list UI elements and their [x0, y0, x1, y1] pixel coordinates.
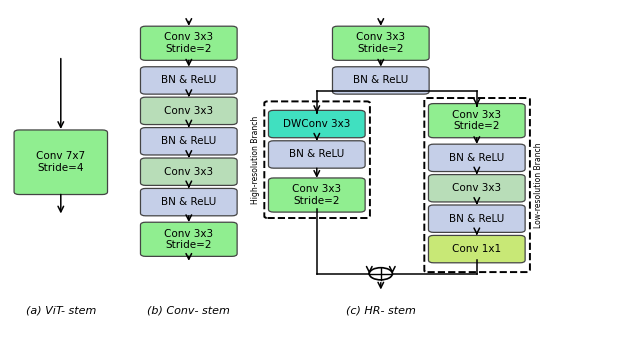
FancyBboxPatch shape: [269, 141, 365, 168]
FancyBboxPatch shape: [429, 205, 525, 233]
FancyBboxPatch shape: [333, 67, 429, 94]
Text: BN & ReLU: BN & ReLU: [161, 197, 216, 207]
FancyBboxPatch shape: [141, 188, 237, 216]
FancyBboxPatch shape: [429, 103, 525, 138]
FancyBboxPatch shape: [141, 97, 237, 124]
Text: Conv 3x3: Conv 3x3: [164, 167, 213, 177]
Text: BN & ReLU: BN & ReLU: [161, 75, 216, 86]
FancyBboxPatch shape: [141, 222, 237, 257]
Text: Conv 3x3
Stride=2: Conv 3x3 Stride=2: [452, 110, 501, 131]
FancyBboxPatch shape: [141, 158, 237, 185]
FancyBboxPatch shape: [141, 128, 237, 155]
Text: BN & ReLU: BN & ReLU: [449, 214, 504, 224]
Text: DWConv 3x3: DWConv 3x3: [283, 119, 351, 129]
FancyBboxPatch shape: [269, 110, 365, 138]
FancyBboxPatch shape: [269, 178, 365, 212]
Text: (b) Conv- stem: (b) Conv- stem: [147, 306, 230, 316]
Text: High-resolution Branch: High-resolution Branch: [252, 116, 260, 204]
Text: Low-resolution Branch: Low-resolution Branch: [534, 142, 543, 228]
Text: BN & ReLU: BN & ReLU: [449, 153, 504, 163]
Text: (a) ViT- stem: (a) ViT- stem: [26, 306, 96, 316]
FancyBboxPatch shape: [429, 235, 525, 263]
Text: BN & ReLU: BN & ReLU: [353, 75, 408, 86]
FancyBboxPatch shape: [333, 26, 429, 60]
Text: BN & ReLU: BN & ReLU: [289, 149, 344, 160]
Text: Conv 7x7
Stride=4: Conv 7x7 Stride=4: [36, 151, 85, 173]
Text: (c) HR- stem: (c) HR- stem: [346, 306, 416, 316]
Text: Conv 3x3: Conv 3x3: [164, 106, 213, 116]
Text: BN & ReLU: BN & ReLU: [161, 136, 216, 146]
Text: Conv 3x3
Stride=2: Conv 3x3 Stride=2: [164, 228, 213, 250]
Text: Conv 3x3: Conv 3x3: [452, 183, 501, 193]
Text: Conv 3x3
Stride=2: Conv 3x3 Stride=2: [164, 32, 213, 54]
FancyBboxPatch shape: [141, 67, 237, 94]
Text: Conv 3x3
Stride=2: Conv 3x3 Stride=2: [292, 184, 341, 206]
Text: Conv 3x3
Stride=2: Conv 3x3 Stride=2: [356, 32, 405, 54]
FancyBboxPatch shape: [14, 130, 108, 195]
Circle shape: [369, 268, 392, 280]
FancyBboxPatch shape: [429, 174, 525, 202]
Text: Conv 1x1: Conv 1x1: [452, 244, 501, 254]
FancyBboxPatch shape: [429, 144, 525, 172]
FancyBboxPatch shape: [141, 26, 237, 60]
